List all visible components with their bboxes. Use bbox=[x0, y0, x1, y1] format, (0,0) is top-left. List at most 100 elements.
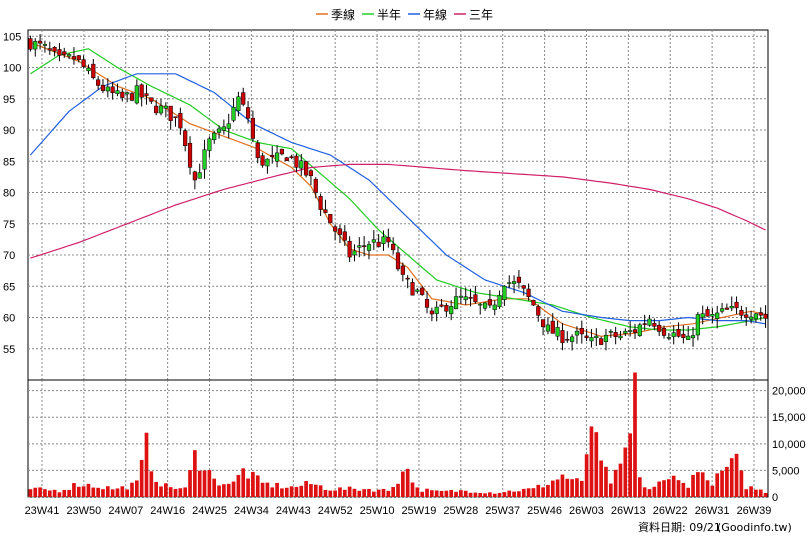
legend-label-quarter: 季線 bbox=[331, 7, 355, 22]
x-tick-label: 25W46 bbox=[527, 505, 562, 517]
volume-bar bbox=[623, 447, 628, 497]
candle-body bbox=[289, 156, 294, 158]
candle-body bbox=[62, 51, 67, 55]
candle-body bbox=[197, 172, 202, 179]
candle-body bbox=[589, 337, 594, 342]
volume-bar bbox=[28, 489, 33, 497]
candle-body bbox=[323, 209, 328, 213]
x-tick-label: 24W25 bbox=[192, 505, 227, 517]
candle-body bbox=[429, 310, 434, 315]
candle-body bbox=[299, 160, 304, 169]
volume-bar bbox=[110, 489, 115, 497]
candle-body bbox=[468, 297, 473, 299]
volume-bar bbox=[700, 472, 705, 497]
volume-bar bbox=[758, 489, 763, 497]
candle-body bbox=[603, 334, 609, 342]
candle-body bbox=[187, 142, 193, 168]
volume-bar bbox=[497, 493, 502, 497]
candle-body bbox=[560, 330, 565, 343]
candle-body bbox=[424, 298, 430, 308]
volume-bar bbox=[381, 488, 386, 497]
volume-bar bbox=[550, 480, 555, 497]
price-tick-label: 65 bbox=[3, 281, 15, 293]
candle-body bbox=[391, 243, 396, 251]
volume-bar bbox=[637, 477, 642, 497]
volume-bar bbox=[367, 488, 371, 497]
candle-body bbox=[86, 67, 91, 72]
volume-bar bbox=[725, 466, 729, 497]
volume-bar bbox=[91, 487, 96, 497]
volume-bar bbox=[304, 481, 308, 497]
candle-body bbox=[395, 252, 401, 270]
volume-bar bbox=[430, 490, 434, 497]
volume-bar bbox=[313, 484, 318, 497]
volume-bar bbox=[608, 483, 613, 497]
volume-bar bbox=[628, 433, 632, 497]
volume-bar bbox=[531, 488, 536, 497]
volume-bar bbox=[526, 488, 531, 497]
volume-bar bbox=[241, 468, 246, 497]
volume-bar bbox=[546, 484, 550, 497]
volume-bar bbox=[415, 487, 420, 497]
volume-bar bbox=[275, 482, 279, 497]
volume-bar bbox=[749, 486, 753, 497]
candle-body bbox=[294, 155, 299, 168]
legend-item-year[interactable]: 年線 bbox=[408, 7, 447, 22]
price-tick-label: 85 bbox=[3, 156, 15, 168]
volume-bar bbox=[193, 450, 197, 497]
volume-bar bbox=[280, 488, 284, 497]
volume-bar bbox=[507, 490, 512, 497]
x-tick-label: 26W31 bbox=[695, 505, 730, 517]
candle-body bbox=[541, 319, 546, 328]
price-tick-label: 75 bbox=[3, 219, 15, 231]
legend-item-quarter[interactable]: 季線 bbox=[316, 7, 355, 22]
volume-bar bbox=[62, 489, 67, 497]
volume-bar bbox=[139, 459, 144, 497]
candle-body bbox=[734, 301, 739, 309]
volume-bar bbox=[734, 453, 739, 497]
volume-bar bbox=[604, 466, 608, 497]
candle-body bbox=[420, 287, 425, 295]
candle-body bbox=[739, 310, 744, 316]
x-axis: 23W41 23W50 24W07 24W16 24W25 24W34 24W43 24W52… bbox=[25, 505, 772, 517]
ma-line-halfyear bbox=[30, 48, 766, 331]
candle-body bbox=[183, 130, 188, 146]
volume-tick-label: 20,000 bbox=[772, 386, 806, 398]
volume-bar bbox=[125, 489, 129, 497]
candle-body bbox=[76, 55, 81, 60]
volume-bar bbox=[405, 468, 410, 497]
candle-body bbox=[628, 330, 633, 332]
candle-body bbox=[154, 105, 159, 114]
volume-bar bbox=[43, 489, 47, 497]
volume-bar bbox=[720, 470, 724, 497]
volume-bar bbox=[483, 493, 487, 497]
candle-body bbox=[637, 324, 642, 336]
candle-body bbox=[115, 90, 120, 94]
legend-item-threeyear[interactable]: 三年 bbox=[454, 8, 493, 22]
candle-body bbox=[521, 285, 526, 289]
volume-bar bbox=[149, 471, 154, 497]
price-tick-label: 90 bbox=[3, 125, 15, 137]
candle-body bbox=[342, 231, 347, 241]
candle-body bbox=[744, 314, 749, 318]
candle-body bbox=[28, 38, 33, 50]
chart-footer: 資料日期: 09/21 (Goodinfo.tw) bbox=[638, 520, 792, 534]
candle-body bbox=[279, 148, 285, 155]
x-tick-label: 24W34 bbox=[234, 505, 269, 517]
candle-body bbox=[753, 313, 758, 320]
price-plot-frame bbox=[27, 29, 769, 381]
volume-bar bbox=[396, 483, 400, 497]
candle-body bbox=[308, 170, 314, 177]
volume-bar bbox=[584, 454, 589, 497]
candle-body bbox=[550, 320, 555, 334]
candle-body bbox=[439, 304, 444, 307]
volume-bar bbox=[72, 483, 76, 497]
candle-body bbox=[371, 239, 376, 243]
volume-bar bbox=[309, 484, 313, 497]
candle-body bbox=[613, 332, 618, 338]
candle-body bbox=[574, 330, 580, 336]
volume-bar bbox=[488, 492, 492, 497]
volume-bar bbox=[38, 487, 42, 497]
legend-item-halfyear[interactable]: 半年 bbox=[362, 8, 401, 22]
candle-body bbox=[270, 154, 275, 158]
